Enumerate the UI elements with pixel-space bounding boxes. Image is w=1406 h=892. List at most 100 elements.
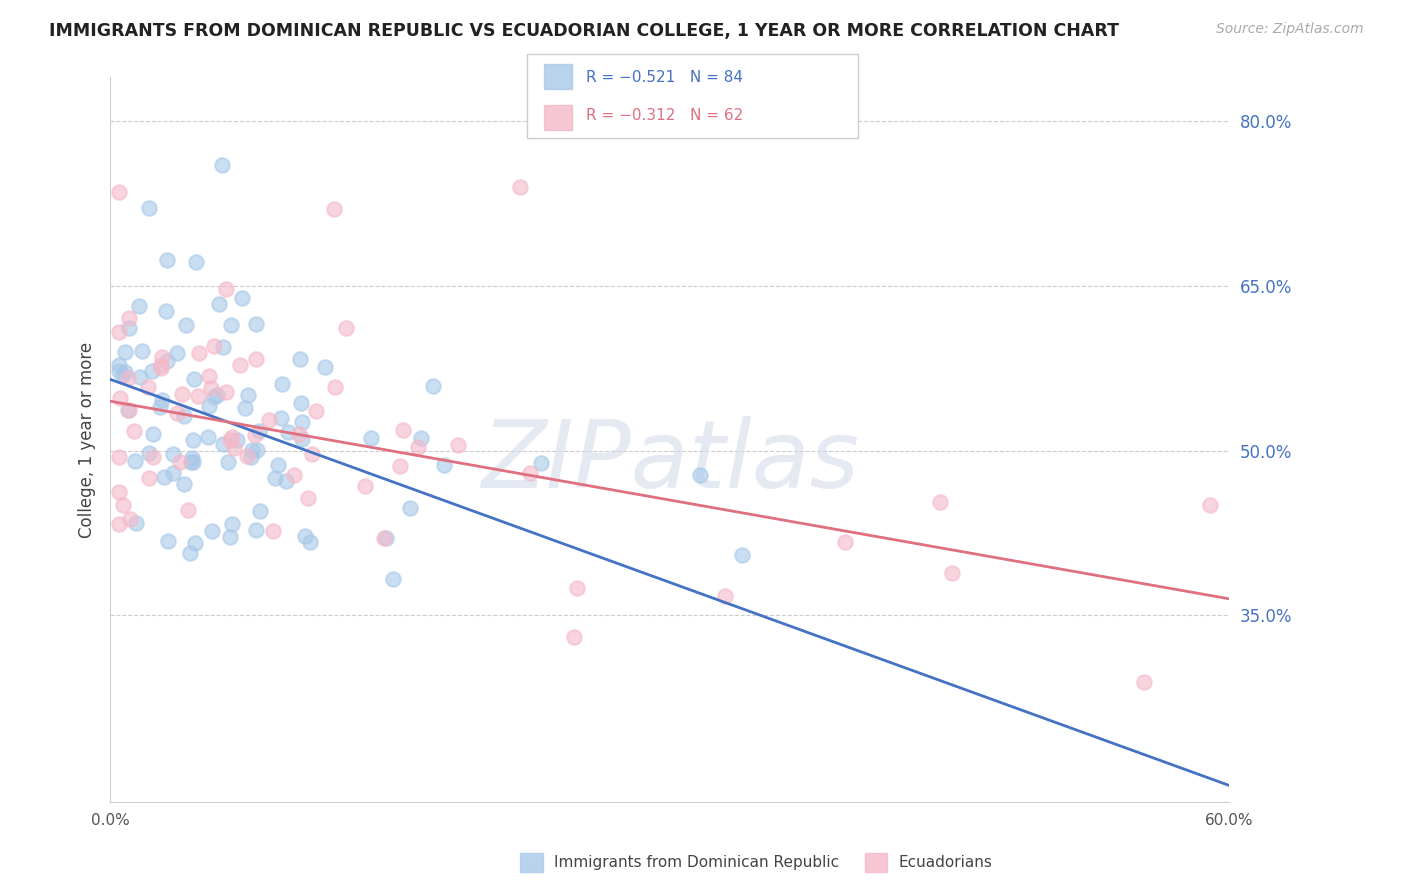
Point — [374, 531, 396, 545]
Point — [235, 450, 257, 464]
Point — [301, 447, 323, 461]
Point — [288, 351, 311, 366]
Point — [202, 390, 225, 404]
Point — [197, 400, 219, 414]
Point — [353, 478, 375, 492]
Point — [217, 455, 239, 469]
Point — [142, 450, 165, 464]
Point — [108, 485, 131, 500]
Point — [245, 351, 267, 366]
Point — [422, 379, 444, 393]
Point — [714, 590, 737, 604]
Point — [509, 180, 531, 194]
Text: Ecuadorians: Ecuadorians — [898, 855, 993, 870]
Point — [215, 384, 238, 399]
Point — [447, 438, 470, 452]
Point — [169, 455, 191, 469]
Point — [118, 310, 141, 325]
Point — [108, 185, 131, 199]
Point — [200, 381, 222, 395]
Point — [201, 524, 224, 538]
Point — [291, 432, 314, 446]
Point — [834, 535, 856, 549]
Point — [233, 401, 256, 415]
Point — [381, 572, 404, 586]
Point — [221, 430, 243, 444]
Point — [245, 317, 267, 331]
Point — [124, 425, 146, 439]
Point — [180, 455, 202, 469]
Point — [294, 529, 316, 543]
Point — [150, 351, 173, 365]
Point — [305, 404, 328, 418]
Point — [125, 516, 148, 530]
Point — [519, 467, 541, 481]
Point — [322, 202, 344, 216]
Point — [156, 353, 179, 368]
Point — [562, 630, 585, 644]
Point — [112, 498, 135, 512]
Point — [186, 254, 208, 268]
Point — [183, 372, 205, 386]
Point — [335, 321, 357, 335]
Point — [731, 549, 754, 563]
Text: Source: ZipAtlas.com: Source: ZipAtlas.com — [1216, 22, 1364, 37]
Point — [197, 430, 219, 444]
Point — [177, 502, 200, 516]
Point — [218, 433, 240, 447]
Text: IMMIGRANTS FROM DOMINICAN REPUBLIC VS ECUADORIAN COLLEGE, 1 YEAR OR MORE CORRELA: IMMIGRANTS FROM DOMINICAN REPUBLIC VS EC… — [49, 22, 1119, 40]
Point — [360, 431, 382, 445]
Point — [173, 476, 195, 491]
Point — [114, 365, 136, 379]
Point — [246, 442, 269, 457]
Point — [388, 459, 411, 474]
Point — [212, 437, 235, 451]
Point — [118, 403, 141, 417]
Point — [271, 377, 294, 392]
Point — [221, 517, 243, 532]
Point — [156, 253, 179, 268]
Point — [184, 536, 207, 550]
Point — [409, 431, 432, 445]
Point — [229, 358, 252, 372]
Point — [138, 446, 160, 460]
Point — [314, 359, 336, 374]
Text: ZIPatlas: ZIPatlas — [481, 416, 859, 507]
Point — [236, 388, 259, 402]
Point — [131, 344, 153, 359]
Point — [149, 358, 172, 372]
Point — [1199, 499, 1222, 513]
Point — [173, 409, 195, 424]
Point — [114, 345, 136, 359]
Point — [136, 380, 159, 394]
Point — [277, 425, 299, 439]
Point — [187, 389, 209, 403]
Point — [149, 361, 172, 376]
Point — [291, 415, 314, 429]
Point — [226, 434, 249, 448]
Point — [298, 535, 321, 549]
Point — [373, 531, 395, 545]
Point — [1133, 674, 1156, 689]
Point — [142, 427, 165, 442]
Point — [290, 396, 312, 410]
Point — [211, 158, 233, 172]
Point — [208, 297, 231, 311]
Point — [108, 364, 131, 378]
Point — [138, 470, 160, 484]
Point — [323, 380, 346, 394]
Point — [215, 282, 238, 296]
Y-axis label: College, 1 year or more: College, 1 year or more — [79, 342, 96, 538]
Point — [941, 566, 963, 580]
Point — [212, 340, 235, 354]
Point — [117, 402, 139, 417]
Point — [264, 471, 287, 485]
Point — [149, 400, 172, 414]
Point — [689, 467, 711, 482]
Point — [433, 458, 456, 472]
Point — [929, 495, 952, 509]
Point — [218, 530, 240, 544]
Point — [240, 450, 263, 465]
Point — [129, 370, 152, 384]
Point — [567, 581, 589, 595]
